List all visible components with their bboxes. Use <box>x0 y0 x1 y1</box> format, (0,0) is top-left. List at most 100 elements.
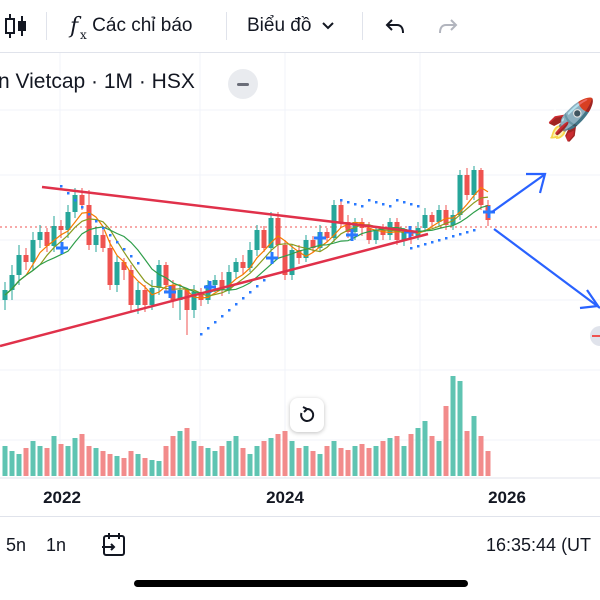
candle-body <box>282 245 288 275</box>
sar-dot <box>95 220 98 223</box>
volume-bar <box>163 446 169 476</box>
sar-dot <box>396 199 399 202</box>
sar-dot <box>242 297 245 300</box>
volume-bar <box>429 436 435 476</box>
sar-dot <box>235 303 238 306</box>
candle-body <box>289 250 295 275</box>
reset-icon <box>300 406 315 422</box>
volume-bar <box>254 446 260 476</box>
candle-body <box>380 230 386 235</box>
volume-bar <box>394 436 400 476</box>
candle-body <box>30 240 36 262</box>
calendar-arrow-icon[interactable] <box>100 531 128 559</box>
projection-up-arrow <box>491 174 545 213</box>
candle-body <box>142 290 148 305</box>
candle-body <box>156 265 162 288</box>
candle-body <box>23 255 29 262</box>
collapse-legend-icon <box>237 82 249 86</box>
sar-dot <box>60 185 63 188</box>
candle-body <box>198 292 204 300</box>
sar-dot <box>389 205 392 208</box>
sar-dot <box>438 239 441 242</box>
chart-type-label: Biểu đồ <box>247 15 312 36</box>
candle-body <box>429 215 435 222</box>
volume-bar <box>205 448 211 476</box>
sar-dot <box>452 235 455 238</box>
volume-bar <box>149 460 155 476</box>
lower-trendline <box>0 232 429 348</box>
sar-dot <box>417 205 420 208</box>
candle-body <box>65 212 71 230</box>
candle-body <box>58 226 64 230</box>
sar-dot <box>214 321 217 324</box>
volume-bar <box>422 421 428 476</box>
volume-bar <box>51 436 57 476</box>
volume-bar <box>310 451 316 476</box>
chart-type-dropdown[interactable]: Biểu đồ <box>247 0 337 52</box>
collapse-legend-button[interactable] <box>228 69 258 99</box>
sar-dot <box>382 203 385 206</box>
volume-bar <box>177 431 183 476</box>
volume-bar <box>450 376 456 476</box>
candle-body <box>233 262 239 272</box>
candle-body <box>191 292 197 310</box>
candle-body <box>240 262 246 268</box>
volume-bar <box>58 444 64 476</box>
sar-dot <box>67 192 70 195</box>
volume-bar <box>100 451 106 476</box>
sar-dot <box>256 285 259 288</box>
sar-dot <box>424 243 427 246</box>
sar-dot <box>354 203 357 206</box>
candle-body <box>79 195 85 205</box>
volume-bar <box>338 448 344 476</box>
clock-readout: 16:35:44 (UT <box>486 535 592 555</box>
bottom-toolbar: 5n 1n 16:35:44 (UT <box>0 516 600 573</box>
volume-bar <box>184 428 190 476</box>
candle-body <box>9 275 15 290</box>
candle-body <box>16 255 22 275</box>
volume-bar <box>478 436 484 476</box>
projection-up-arrowhead <box>526 172 547 194</box>
undo-button[interactable] <box>383 0 407 52</box>
range-5y-button[interactable]: 5n <box>6 535 27 555</box>
candle-body <box>163 265 169 285</box>
range-1y-button[interactable]: 1n <box>46 535 67 555</box>
sar-dot <box>473 229 476 232</box>
candle-body <box>247 250 253 268</box>
chevron-down-icon <box>322 22 335 30</box>
volume-bar <box>198 446 204 476</box>
volume-bar <box>37 446 43 476</box>
candles-icon-button[interactable] <box>4 0 28 52</box>
reset-chart-button[interactable] <box>290 398 324 432</box>
volume-bar <box>107 454 113 476</box>
x-axis-tick-label: 2024 <box>266 488 304 507</box>
candle-body <box>345 222 351 232</box>
volume-bar <box>471 416 477 476</box>
sar-dot <box>116 241 119 244</box>
volume-bar <box>44 448 50 476</box>
volume-bar <box>2 446 8 476</box>
volume-bar <box>114 456 120 476</box>
volume-bar <box>380 441 386 476</box>
volume-bar <box>65 446 71 476</box>
sar-dot <box>88 213 91 216</box>
sar-dot <box>200 333 203 336</box>
volume-bar <box>415 428 421 476</box>
redo-icon <box>439 19 458 34</box>
sar-dot <box>263 279 266 282</box>
sar-dot <box>417 245 420 248</box>
candle-body <box>464 175 470 195</box>
candle-body <box>177 290 183 300</box>
sar-dot <box>130 255 133 258</box>
sar-dot <box>410 247 413 250</box>
redo-button[interactable] <box>436 0 460 52</box>
volume-bar <box>9 451 15 476</box>
symbol-legend-title[interactable]: n Vietcap · 1M · HSX <box>0 70 195 93</box>
sar-dot <box>431 241 434 244</box>
volume-bar <box>275 434 281 476</box>
candle-body <box>373 230 379 240</box>
volume-bar <box>72 438 78 476</box>
